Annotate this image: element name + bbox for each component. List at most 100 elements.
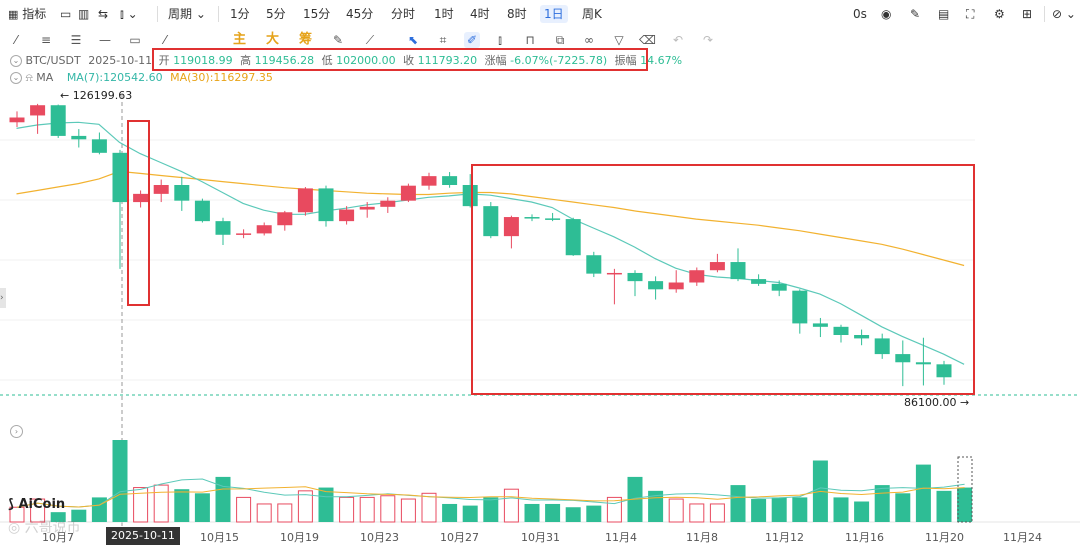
link-icon[interactable]: ∞ <box>584 33 594 47</box>
open-label: 开 <box>158 54 170 67</box>
horizontal-line-icon[interactable]: — <box>99 33 111 47</box>
chip-button[interactable]: 筹 <box>299 32 313 47</box>
low-value: 102000.00 <box>336 54 396 67</box>
candle <box>112 149 128 269</box>
cursor-icon[interactable]: ⬉ <box>407 33 419 47</box>
hide-icon[interactable]: ⊘ ⌄ <box>1052 7 1076 21</box>
candle <box>339 206 355 225</box>
ma30-line-layer <box>16 170 965 267</box>
layers-icon[interactable]: ▤ <box>938 7 950 21</box>
watermark-text: ◎ 六哥说币 <box>8 517 81 537</box>
undo-icon[interactable]: ↶ <box>672 33 684 47</box>
volume-bar <box>297 490 313 523</box>
gear-icon[interactable]: ⚙ <box>994 7 1005 21</box>
candle-type-icon[interactable]: ⫾ ⌄ <box>120 7 138 21</box>
chevron-down-icon: ⌄ <box>195 7 206 21</box>
line-tool-icon[interactable]: ⁄ <box>14 33 17 47</box>
volume-bar <box>586 505 602 522</box>
volume-bar <box>442 503 458 522</box>
volume-bar <box>194 493 210 522</box>
timeframe-1d[interactable]: 1日 <box>540 5 568 23</box>
ma-label: MA <box>36 71 54 84</box>
camera-icon[interactable]: ◉ <box>881 7 892 21</box>
period-label: 周期 <box>168 7 193 21</box>
candle-body <box>174 185 190 201</box>
change-label: 涨幅 <box>484 54 507 67</box>
redo-icon[interactable]: ↷ <box>702 33 714 47</box>
parallel-lines-icon[interactable]: ☰ <box>70 33 82 47</box>
rectangle-icon[interactable]: ▭ <box>129 33 141 47</box>
candle <box>545 212 561 222</box>
edit-icon[interactable]: ✎ <box>910 7 921 21</box>
candle <box>524 214 540 222</box>
candle-body <box>30 105 46 116</box>
horizontal-lines-icon[interactable]: ≡ <box>40 33 52 47</box>
timeframe-1m[interactable]: 1分 <box>230 7 250 21</box>
ruler-icon[interactable]: ⌗ <box>439 33 447 47</box>
candles-icon[interactable]: ⫾ <box>498 33 502 47</box>
candle-body <box>874 338 890 355</box>
candle-body <box>339 209 355 222</box>
candle <box>9 111 25 128</box>
indicators-button[interactable]: ▦ 指标 <box>8 5 46 23</box>
grid-icon[interactable]: ⊞ <box>1022 7 1033 21</box>
volume-bar <box>833 497 849 522</box>
candle-body <box>812 323 828 327</box>
timeframe-45m[interactable]: 45分 <box>346 7 374 21</box>
main-force-button[interactable]: 主 <box>233 32 247 47</box>
panel-expand-handle[interactable]: › <box>0 288 6 308</box>
volume-bar <box>751 499 767 522</box>
volume-collapse-icon[interactable]: › <box>10 425 23 438</box>
timeframe-4h[interactable]: 4时 <box>470 7 490 21</box>
high-value: 119456.28 <box>254 54 315 67</box>
x-axis-label: 11月12 <box>765 531 804 544</box>
candle <box>792 289 808 334</box>
timeframe-tick[interactable]: 分时 <box>391 7 416 21</box>
note-icon[interactable]: ✎ <box>332 33 344 47</box>
indicator-chart-icon: ▦ <box>8 8 19 21</box>
collapse-icon[interactable]: ⌄ <box>10 55 22 67</box>
candle <box>215 217 231 245</box>
candle-body <box>442 176 458 185</box>
candle <box>771 280 787 297</box>
big-order-button[interactable]: 大 <box>266 32 280 47</box>
period-dropdown[interactable]: 周期 ⌄ <box>168 5 206 23</box>
fullscreen-icon[interactable]: ⛶ <box>966 7 975 21</box>
measure-icon[interactable]: ⟋ <box>365 33 375 47</box>
collapse-ma-icon[interactable]: ⌄ <box>10 72 22 84</box>
downtrend-highlight <box>471 164 975 395</box>
compare-icon[interactable]: ⇆ <box>98 7 109 21</box>
volume-bar <box>936 490 952 522</box>
bell-icon[interactable]: ⍾ <box>25 71 33 84</box>
candle <box>133 190 149 208</box>
timeframe-15m[interactable]: 15分 <box>303 7 331 21</box>
volume-bar <box>730 485 746 522</box>
candle-body <box>483 206 499 237</box>
candle-body <box>91 139 107 153</box>
candle-body <box>709 262 725 271</box>
candle <box>71 129 87 148</box>
candle <box>297 187 313 216</box>
layers-stack-icon[interactable]: ⧉ <box>555 33 565 47</box>
volume-bar <box>874 485 890 522</box>
candle <box>153 179 169 203</box>
timeframe-5m[interactable]: 5分 <box>266 7 286 21</box>
filter-icon[interactable]: ▽ <box>614 33 624 47</box>
candle <box>277 210 293 231</box>
candle <box>895 340 911 387</box>
ray-icon[interactable]: ⁄ <box>163 33 166 47</box>
volume-bar <box>915 464 931 522</box>
calendar-icon[interactable]: ▭ <box>60 7 72 21</box>
candle-body <box>153 185 169 194</box>
timeframe-8h[interactable]: 8时 <box>507 7 527 21</box>
layout-icon[interactable]: ▥ <box>78 7 90 21</box>
timeframe-1h[interactable]: 1时 <box>434 7 454 21</box>
timeframe-week[interactable]: 周K <box>582 7 602 21</box>
volume-bar <box>792 497 808 522</box>
candle <box>709 253 725 273</box>
trash-icon[interactable]: ⌫ <box>639 33 656 47</box>
candle <box>833 324 849 343</box>
magnet-icon[interactable]: ✐ <box>464 32 480 48</box>
candle <box>483 202 499 239</box>
lock-icon[interactable]: ⊓ <box>525 33 535 47</box>
